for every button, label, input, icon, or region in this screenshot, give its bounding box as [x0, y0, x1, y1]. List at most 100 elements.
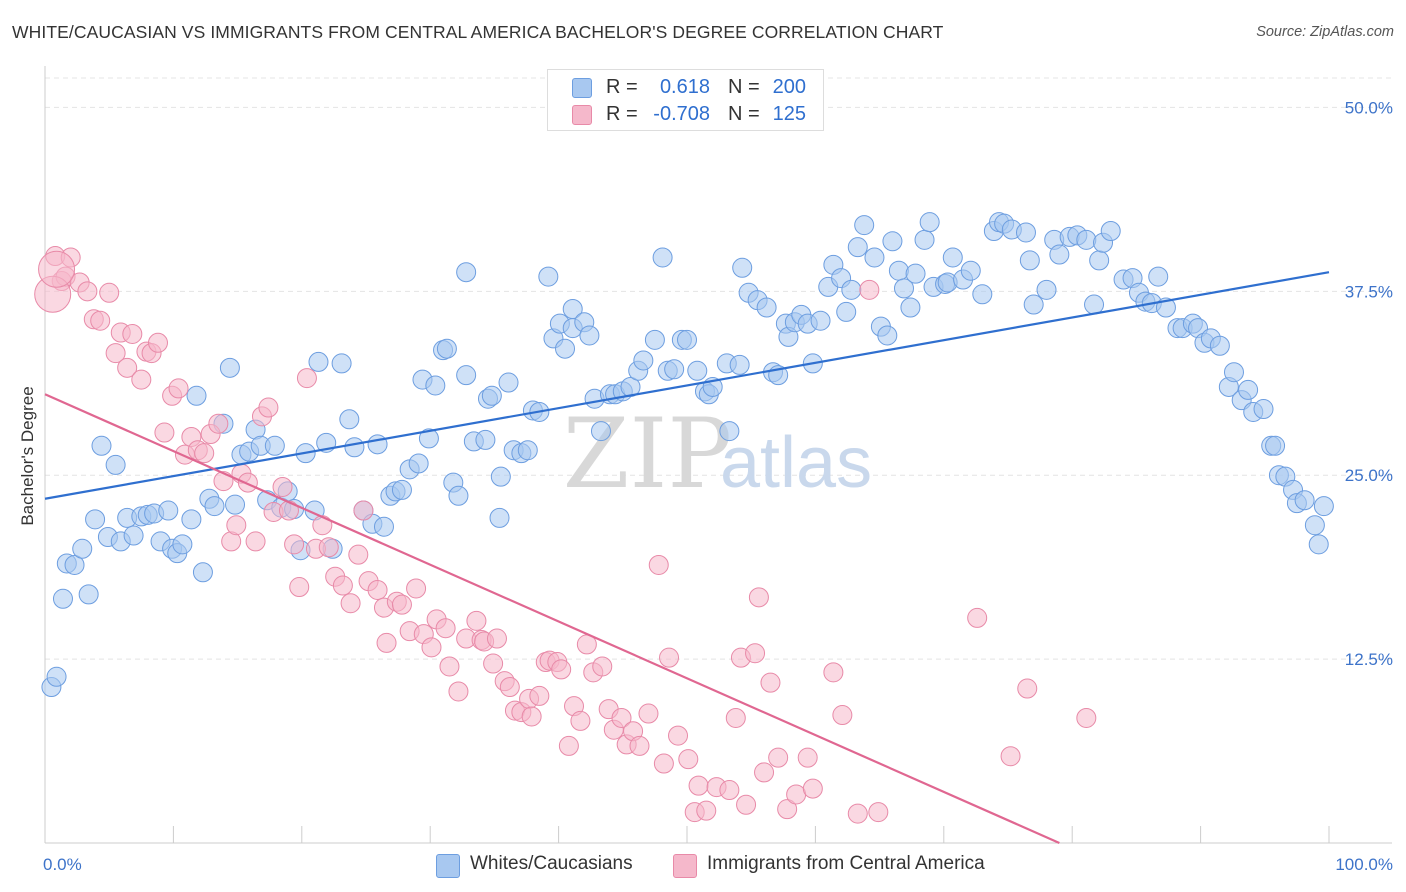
- whites-point: [555, 338, 576, 359]
- immigrants-point: [272, 476, 293, 497]
- immigrants-point: [859, 279, 880, 300]
- whites-point: [264, 435, 285, 456]
- whites-point: [1076, 229, 1097, 250]
- whites-point: [1015, 222, 1036, 243]
- n-value: 200: [772, 76, 806, 98]
- whites-point: [448, 485, 469, 506]
- immigrants-point: [1017, 678, 1038, 699]
- whites-point: [373, 516, 394, 537]
- immigrants-point: [668, 725, 689, 746]
- tick-labels: 12.5% 25.0% 37.5% 50.0% 0.0% 100.0%: [43, 98, 1393, 874]
- whites-point: [344, 437, 365, 458]
- immigrants-point: [421, 637, 442, 658]
- whites-point: [1036, 279, 1057, 300]
- trend-lines: [44, 271, 1330, 845]
- whites-point: [85, 509, 106, 530]
- whites-point: [854, 215, 875, 236]
- immigrants-point: [736, 794, 757, 815]
- immigrants-trend-line: [44, 393, 1060, 845]
- whites-point: [1265, 435, 1286, 456]
- n-label: N =: [728, 76, 760, 98]
- whites-point: [652, 247, 673, 268]
- immigrants-point: [278, 500, 299, 521]
- legend-row-whites: R = 0.618 N = 200: [548, 74, 823, 100]
- x-tick-label: 0.0%: [43, 855, 82, 874]
- whites-point: [882, 231, 903, 252]
- whites-point: [538, 266, 559, 287]
- whites-point: [172, 534, 193, 555]
- series-immigrants-points: [34, 246, 1097, 824]
- legend-swatch-immigrants: [572, 105, 592, 125]
- immigrants-point: [754, 762, 775, 783]
- immigrants-point: [1000, 746, 1021, 767]
- immigrants-point: [296, 368, 317, 389]
- chart-title: WHITE/CAUCASIAN VS IMMIGRANTS FROM CENTR…: [12, 22, 944, 42]
- legend-swatch-immigrants: [673, 854, 697, 878]
- whites-point: [517, 440, 538, 461]
- legend-label-whites: Whites/Caucasians: [470, 853, 633, 874]
- immigrants-point: [797, 747, 818, 768]
- whites-point: [1023, 294, 1044, 315]
- whites-point: [418, 428, 439, 449]
- immigrants-point: [332, 575, 353, 596]
- whites-point: [888, 260, 909, 281]
- immigrants-point: [435, 618, 456, 639]
- correlation-legend: R = 0.618 N = 200 R = -0.708 N = 125: [547, 69, 824, 131]
- whites-point: [481, 385, 502, 406]
- whites-point: [841, 279, 862, 300]
- whites-point: [123, 525, 144, 546]
- immigrants-point: [570, 710, 591, 731]
- whites-point: [1294, 490, 1315, 511]
- immigrants-point: [348, 544, 369, 565]
- whites-point: [1049, 244, 1070, 265]
- whites-point: [408, 453, 429, 474]
- whites-point: [1253, 399, 1274, 420]
- y-tick-label: 50.0%: [1345, 98, 1393, 117]
- whites-point: [72, 538, 93, 559]
- whites-point: [1209, 335, 1230, 356]
- immigrants-point: [406, 578, 427, 599]
- immigrants-point: [353, 500, 374, 521]
- immigrants-point: [638, 703, 659, 724]
- immigrants-point: [391, 594, 412, 615]
- immigrants-point: [659, 647, 680, 668]
- immigrants-point: [208, 413, 229, 434]
- whites-point: [475, 429, 496, 450]
- whites-point: [1019, 250, 1040, 271]
- immigrants-point: [719, 780, 740, 801]
- whites-point: [732, 257, 753, 278]
- whites-point: [425, 375, 446, 396]
- immigrants-point: [312, 515, 333, 536]
- immigrants-point: [38, 250, 76, 288]
- whites-point: [192, 562, 213, 583]
- immigrants-point: [847, 803, 868, 824]
- immigrants-point: [154, 422, 175, 443]
- immigrants-point: [131, 369, 152, 390]
- whites-point: [864, 247, 885, 268]
- whites-point: [1084, 294, 1105, 315]
- immigrants-point: [168, 378, 189, 399]
- immigrants-point: [237, 472, 258, 493]
- immigrants-point: [653, 753, 674, 774]
- immigrants-point: [77, 281, 98, 302]
- whites-point: [456, 262, 477, 283]
- y-tick-label: 25.0%: [1345, 466, 1393, 485]
- immigrants-point: [786, 784, 807, 805]
- x-tick-label: 100.0%: [1335, 855, 1393, 874]
- whites-point: [204, 496, 225, 517]
- whites-point: [960, 260, 981, 281]
- n-value: 125: [772, 103, 806, 125]
- immigrants-point: [258, 397, 279, 418]
- whites-point: [339, 409, 360, 430]
- whites-point: [490, 466, 511, 487]
- immigrants-point: [967, 607, 988, 628]
- whites-point: [914, 229, 935, 250]
- immigrants-point: [105, 343, 126, 364]
- legend-swatch-whites: [436, 854, 460, 878]
- immigrants-point: [529, 685, 550, 706]
- whites-point: [719, 421, 740, 442]
- immigrants-point: [823, 662, 844, 683]
- whites-point: [105, 454, 126, 475]
- immigrants-point: [868, 802, 889, 823]
